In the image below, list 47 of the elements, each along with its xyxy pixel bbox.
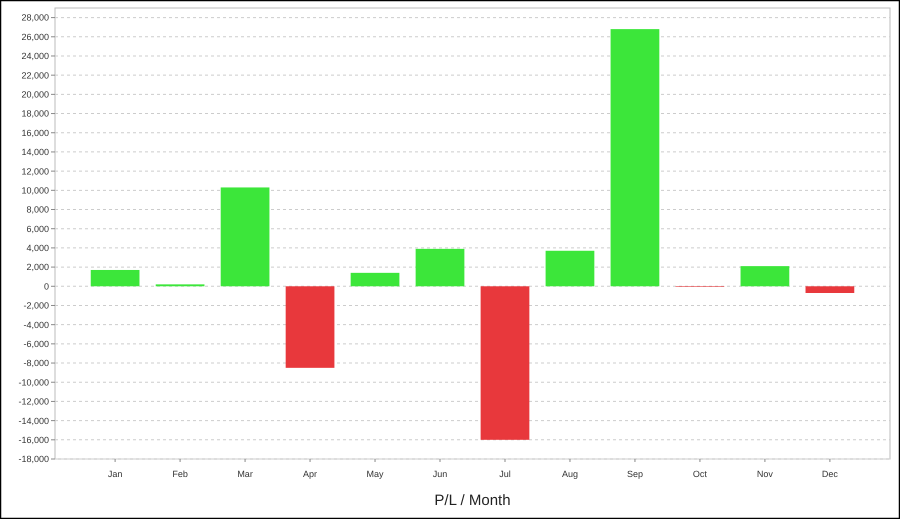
x-tick-label: Apr [303,469,318,479]
x-tick-label: Aug [562,469,578,479]
bar [480,286,530,440]
y-tick-label: -12,000 [18,396,49,407]
bar [416,248,464,286]
bar [546,250,594,286]
y-tick-label: -18,000 [18,454,49,464]
y-tick-label: -16,000 [18,434,49,445]
x-tick-label: Sep [626,469,643,479]
y-tick-label: 20,000 [21,90,49,100]
bar [90,270,140,286]
y-tick-label: 10,000 [21,185,49,196]
y-tick-label: -6,000 [23,339,49,349]
x-tick-label: Oct [692,469,708,479]
y-tick-label: 4,000 [26,243,49,254]
bar [220,187,270,286]
x-tick-label: Mar [237,469,253,479]
x-tick-label: Dec [822,469,838,479]
y-tick-label: 26,000 [21,32,49,42]
x-tick-label: Feb [172,469,188,479]
y-tick-label: 28,000 [21,12,49,23]
bar [610,29,660,286]
x-tick-label: Jan [108,469,122,479]
y-tick-label: -2,000 [23,300,49,311]
x-axis-title: P/L / Month [434,492,511,509]
y-tick-label: -4,000 [23,320,49,330]
y-tick-label: 12,000 [21,166,49,176]
y-tick-label: 18,000 [21,108,49,119]
y-tick-label: 6,000 [26,224,49,234]
bar [286,286,334,368]
x-tick-label: Jul [499,469,511,479]
y-tick-label: 14,000 [21,147,49,158]
y-tick-label: 16,000 [21,128,49,138]
bar [350,272,400,286]
y-tick-label: 22,000 [21,70,49,80]
y-tick-label: -10,000 [18,377,49,388]
bar [806,286,854,293]
x-tick-label: Jun [432,469,448,479]
y-tick-label: 2,000 [26,262,49,272]
y-tick-label: 24,000 [21,51,49,62]
y-tick-label: -8,000 [23,358,49,368]
x-tick-label: May [366,469,384,479]
bar [740,266,790,286]
x-tick-label: Nov [756,469,774,479]
y-tick-label: -14,000 [18,416,49,426]
y-tick-label: 0 [44,281,49,292]
y-tick-label: 8,000 [26,204,49,215]
